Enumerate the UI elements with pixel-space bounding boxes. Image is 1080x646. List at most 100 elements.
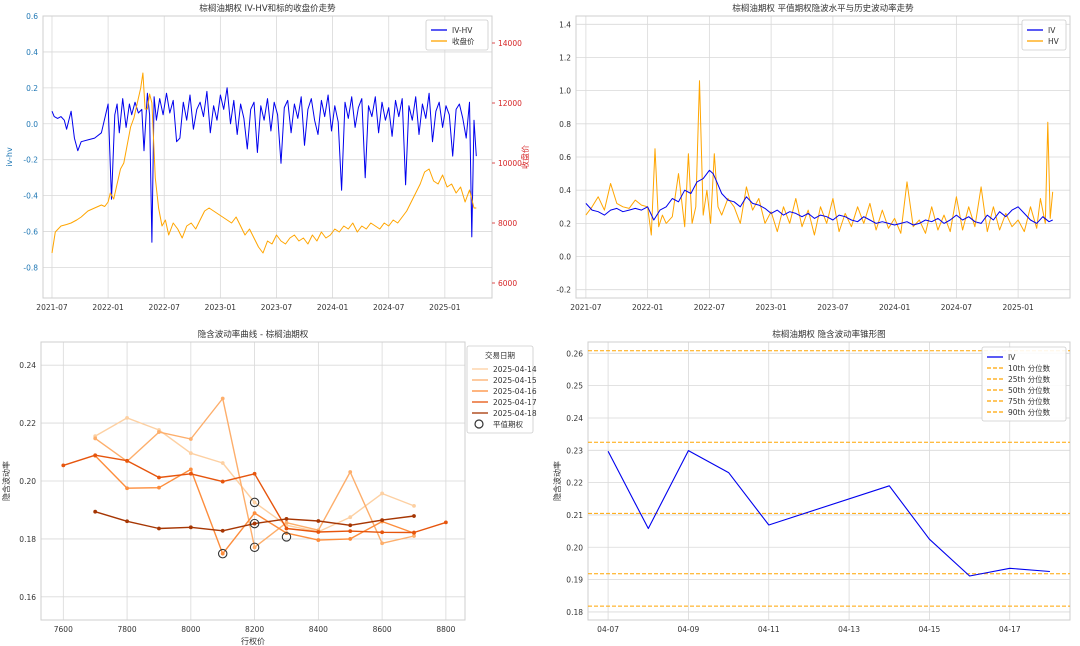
smile-point — [284, 517, 289, 521]
plot-frame — [587, 341, 1071, 621]
smile-point — [380, 518, 385, 522]
smile-point — [443, 520, 448, 525]
y-tick-label: 1.4 — [559, 20, 571, 29]
legend-entry: IV — [1048, 26, 1056, 35]
atm-marker — [249, 518, 260, 529]
y-tick-label: 0.6 — [26, 12, 38, 21]
panel-ivhvlevel: 棕榈油期权 平值期权隐波水平与历史波动率走势 2021-07 2022-01 2022… — [556, 3, 1071, 312]
smile-point — [188, 451, 193, 456]
legend-box — [466, 345, 534, 434]
chart-title: 棕榈油期权 隐含波动率锥形图 — [772, 329, 885, 340]
smile-point — [252, 511, 257, 516]
smile-point — [380, 491, 385, 496]
x-tick-label: 8400 — [309, 625, 328, 634]
smile-point — [188, 437, 193, 441]
legend-entry: 2025-04-16 — [493, 387, 537, 396]
x-tick-label: 2024-07 — [373, 303, 405, 312]
legend-entry: 10th 分位数 — [1008, 363, 1051, 373]
x-tick-label: 2022-01 — [92, 303, 124, 312]
panel-ivhv: 棕榈油期权 IV-HV和标的收盘价走势 2021-07 2022-01 2022-07… — [5, 3, 530, 312]
y-tick-label: 0.22 — [566, 479, 583, 488]
y-tick-label: 0.21 — [566, 511, 583, 520]
panel-cone: 棕榈油期权 隐含波动率锥形图 04-07 04-09 04-11 04-13 04-15 0… — [552, 329, 1071, 634]
chart-title: 隐含波动率曲线 - 棕榈油期权 — [198, 329, 309, 340]
smile-point — [412, 504, 416, 508]
y-tick-label: 0.22 — [19, 419, 36, 428]
smile-point — [412, 530, 416, 535]
series-line-hv — [585, 80, 1054, 236]
smile-point — [188, 525, 193, 530]
chart-title: 棕榈油期权 IV-HV和标的收盘价走势 — [199, 3, 336, 14]
y-tick-label: -0.6 — [23, 228, 38, 237]
smile-point — [220, 461, 225, 465]
y-tick-label: 0.4 — [26, 48, 38, 57]
x-tick-label: 2025-01 — [1002, 303, 1034, 312]
legend-entry: 25th 分位数 — [1008, 374, 1051, 384]
x-tick-label: 2023-07 — [261, 303, 293, 312]
smile-point — [252, 521, 257, 526]
smile-point — [380, 541, 385, 546]
y-axis-label: 隐含波动率 — [552, 461, 562, 501]
x-tick-label: 2022-01 — [632, 303, 664, 312]
y-tick-label: 0.23 — [566, 446, 583, 455]
series-line-iv-hv — [51, 87, 477, 243]
smile-point — [157, 526, 161, 531]
y-tick-label: 0.25 — [566, 382, 583, 391]
smile-point — [252, 471, 257, 476]
y-tick-label: 0.26 — [566, 349, 583, 358]
legend-marker — [474, 419, 484, 429]
x-tick-label: 2023-01 — [755, 303, 787, 312]
smile-point — [93, 453, 98, 458]
x-tick-label: 2024-07 — [941, 303, 973, 312]
plot-frame — [575, 15, 1071, 299]
smile-point — [125, 519, 129, 524]
x-tick-label: 8200 — [245, 625, 264, 634]
y-tick-label: 0.4 — [559, 186, 571, 195]
x-tick-label: 2025-01 — [429, 303, 461, 312]
x-tick-label: 7800 — [118, 625, 137, 634]
legend-box — [981, 346, 1067, 422]
atm-marker — [217, 548, 228, 559]
x-tick-label: 04-11 — [758, 625, 780, 634]
smile-point — [188, 471, 193, 476]
legend-box — [1021, 19, 1067, 51]
y-axis-label: iv-hv — [5, 147, 14, 167]
y-tick-label: 0.16 — [19, 593, 36, 602]
legend-entry: IV — [1008, 353, 1016, 362]
smile-point — [348, 523, 353, 528]
y-tick-label: -0.2 — [23, 156, 38, 165]
smile-point — [125, 486, 129, 491]
legend-entry: 75th 分位数 — [1008, 396, 1051, 406]
smile-point — [252, 545, 257, 550]
atm-marker — [281, 532, 292, 542]
smile-point — [316, 530, 321, 534]
x-tick-label: 2024-01 — [317, 303, 349, 312]
x-tick-label: 04-17 — [999, 625, 1021, 634]
x-tick-label: 8800 — [436, 625, 455, 634]
y-tick-label: 0.2 — [26, 84, 38, 93]
x-tick-label: 8000 — [181, 625, 200, 634]
y-tick-label: -0.2 — [556, 286, 571, 295]
smile-point — [316, 519, 321, 523]
plot-frame — [40, 341, 466, 621]
x-tick-label: 7600 — [54, 625, 73, 634]
y-tick-label: 0.18 — [19, 535, 36, 544]
smile-point — [93, 509, 98, 514]
atm-marker — [249, 542, 260, 553]
y2-tick-label: 6000 — [498, 279, 517, 288]
legend-entry: 90th 分位数 — [1008, 407, 1051, 417]
y-tick-label: 1.0 — [559, 87, 571, 96]
y-tick-label: 0.8 — [559, 120, 571, 129]
y-axis-label: 隐含波动率 — [1, 461, 11, 501]
y-tick-label: 0.0 — [559, 253, 571, 262]
smile-point — [348, 470, 353, 474]
series-line-iv — [607, 450, 1050, 577]
x-tick-label: 04-15 — [919, 625, 941, 634]
smile-point — [412, 514, 416, 518]
y-tick-label: 0.24 — [19, 361, 36, 370]
y-tick-label: 0.24 — [566, 414, 583, 423]
y-tick-label: 0.0 — [26, 120, 38, 129]
smile-point — [157, 430, 161, 434]
y-tick-label: -0.8 — [23, 263, 38, 272]
